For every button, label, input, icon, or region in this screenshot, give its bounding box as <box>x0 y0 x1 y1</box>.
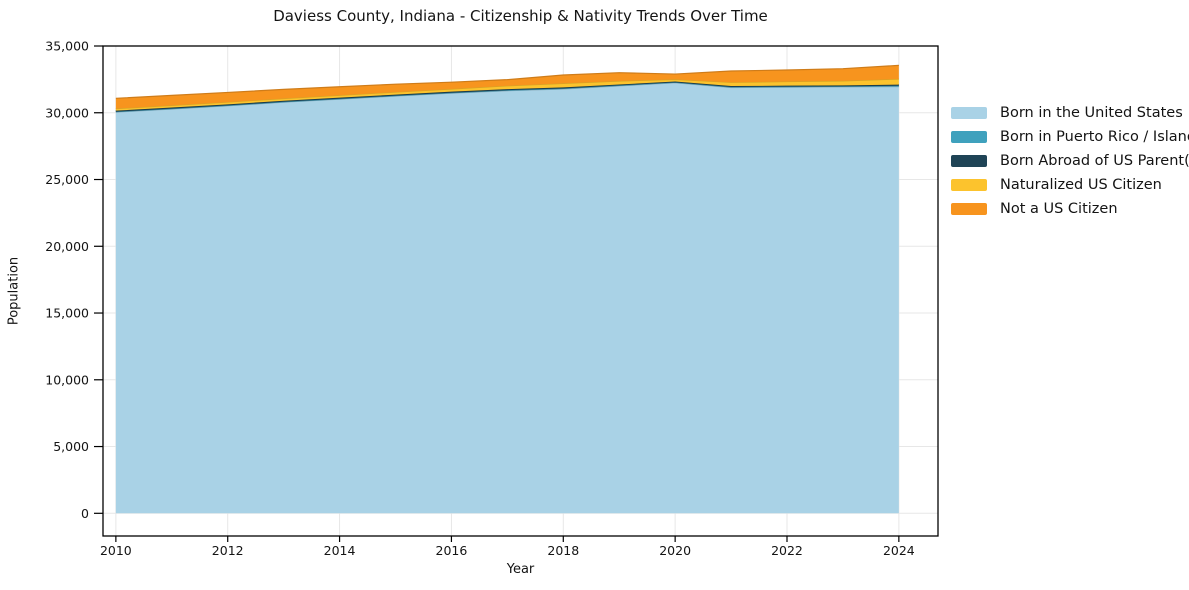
legend-item: Born Abroad of US Parent(s) <box>951 149 1189 173</box>
y-tick-label: 0 <box>81 506 89 521</box>
y-tick-label: 10,000 <box>45 372 89 387</box>
area-top-edge <box>115 64 899 99</box>
x-tick-label: 2016 <box>436 543 468 558</box>
legend-label: Born Abroad of US Parent(s) <box>1000 153 1189 169</box>
legend-item: Naturalized US Citizen <box>951 173 1189 197</box>
legend: Born in the United States Born in Puerto … <box>951 101 1189 221</box>
legend-item: Born in Puerto Rico / Islands <box>951 125 1189 149</box>
x-tick-label: 2012 <box>212 543 244 558</box>
x-tick-label: 2024 <box>883 543 915 558</box>
x-axis: 2010 2012 2014 2016 2018 2020 2022 2024 <box>100 536 915 558</box>
x-axis-label: Year <box>506 562 535 577</box>
y-tick-label: 30,000 <box>45 105 89 120</box>
x-tick-label: 2022 <box>771 543 803 558</box>
area-4 <box>115 78 899 111</box>
x-tick-label: 2018 <box>547 543 579 558</box>
y-tick-label: 5,000 <box>53 439 89 454</box>
legend-label: Born in the United States <box>1000 105 1183 121</box>
legend-swatch <box>951 179 987 191</box>
y-axis: 0 5,000 10,000 15,000 20,000 25,000 30,000 35,0… <box>45 39 103 521</box>
legend-item: Born in the United States <box>951 101 1189 125</box>
legend-label: Naturalized US Citizen <box>1000 177 1162 193</box>
area-1 <box>115 82 899 514</box>
legend-swatch <box>951 131 987 143</box>
area-5 <box>115 65 899 109</box>
legend-label: Not a US Citizen <box>1000 201 1118 217</box>
area-series <box>115 64 899 514</box>
y-tick-label: 25,000 <box>45 172 89 187</box>
legend-swatch <box>951 155 987 167</box>
y-axis-label: Population <box>6 256 22 326</box>
x-tick-label: 2010 <box>100 543 132 558</box>
legend-swatch <box>951 203 987 215</box>
x-tick-label: 2014 <box>324 543 356 558</box>
legend-item: Not a US Citizen <box>951 197 1189 221</box>
plot-frame <box>102 45 939 537</box>
x-tick-label: 2020 <box>659 543 691 558</box>
chart-title: Daviess County, Indiana - Citizenship & … <box>273 7 768 25</box>
legend-swatch <box>951 107 987 119</box>
y-tick-label: 15,000 <box>45 306 89 321</box>
y-tick-label: 35,000 <box>45 39 89 54</box>
y-tick-label: 20,000 <box>45 239 89 254</box>
legend-label: Born in Puerto Rico / Islands <box>1000 129 1189 145</box>
